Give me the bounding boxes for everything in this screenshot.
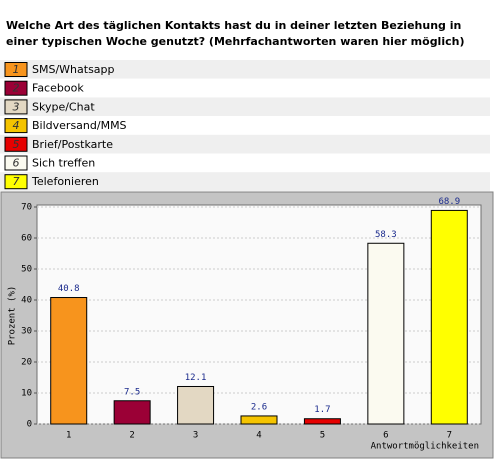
legend-number: 4 bbox=[13, 119, 20, 132]
legend-number: 6 bbox=[13, 157, 20, 170]
value-label: 2.6 bbox=[251, 402, 267, 412]
y-tick-label: 20 bbox=[21, 358, 32, 368]
y-tick-label: 10 bbox=[21, 389, 32, 399]
y-tick-label: 30 bbox=[21, 327, 32, 337]
bar bbox=[430, 209, 468, 425]
legend-row bbox=[0, 116, 490, 135]
legend-swatch bbox=[4, 174, 28, 190]
y-tick-label: 50 bbox=[21, 265, 32, 275]
y-tick-label: 60 bbox=[21, 234, 32, 244]
legend-row bbox=[0, 97, 490, 117]
legend-swatch bbox=[4, 155, 28, 171]
bar bbox=[240, 415, 278, 425]
legend-row bbox=[0, 153, 490, 173]
legend-label: Brief/Postkarte bbox=[32, 138, 113, 151]
y-tick-label: 40 bbox=[21, 296, 32, 306]
legend-number: 1 bbox=[13, 63, 20, 76]
value-label: 40.8 bbox=[58, 284, 80, 294]
x-tick-label: 2 bbox=[129, 431, 134, 441]
legend-label: Bildversand/MMS bbox=[32, 119, 127, 132]
x-tick-label: 5 bbox=[320, 431, 325, 441]
x-tick-label: 3 bbox=[193, 431, 198, 441]
y-tick-label: 70 bbox=[21, 203, 32, 213]
legend-row bbox=[0, 78, 490, 98]
y-axis-label: Prozent (%) bbox=[8, 286, 18, 346]
plot-area bbox=[36, 204, 482, 425]
bar bbox=[303, 418, 341, 425]
legend-number: 7 bbox=[13, 175, 20, 188]
legend-label: Skype/Chat bbox=[32, 100, 95, 113]
legend-swatch bbox=[4, 136, 28, 152]
bar bbox=[50, 297, 88, 425]
legend-swatch bbox=[4, 62, 28, 77]
legend-row bbox=[0, 134, 490, 154]
x-axis-label: Antwortmöglichkeiten bbox=[371, 442, 479, 452]
value-label: 7.5 bbox=[124, 387, 140, 397]
x-tick-label: 7 bbox=[447, 431, 452, 441]
value-label: 12.1 bbox=[185, 373, 207, 383]
bar bbox=[367, 242, 405, 425]
legend-row bbox=[0, 60, 490, 79]
value-label: 58.3 bbox=[375, 230, 397, 240]
bar bbox=[113, 400, 151, 425]
legend-swatch bbox=[4, 99, 28, 115]
value-label: 68.9 bbox=[438, 197, 460, 207]
legend-swatch bbox=[4, 118, 28, 134]
legend-row bbox=[0, 172, 490, 191]
x-tick-label: 4 bbox=[256, 431, 261, 441]
x-tick-label: 1 bbox=[66, 431, 71, 441]
question-title: Welche Art des täglichen Kontakts hast d… bbox=[6, 19, 465, 48]
legend-number: 3 bbox=[13, 100, 20, 113]
bar bbox=[177, 385, 215, 425]
legend-number: 2 bbox=[13, 82, 20, 95]
value-label: 1.7 bbox=[314, 405, 330, 415]
legend-swatch bbox=[4, 80, 28, 96]
x-tick-label: 6 bbox=[383, 431, 388, 441]
legend-label: SMS/Whatsapp bbox=[32, 63, 115, 76]
y-tick-label: 0 bbox=[27, 420, 32, 430]
legend-label: Telefonieren bbox=[31, 175, 99, 188]
legend-number: 5 bbox=[13, 138, 20, 151]
legend-label: Facebook bbox=[32, 82, 84, 95]
legend-label: Sich treffen bbox=[32, 157, 95, 170]
